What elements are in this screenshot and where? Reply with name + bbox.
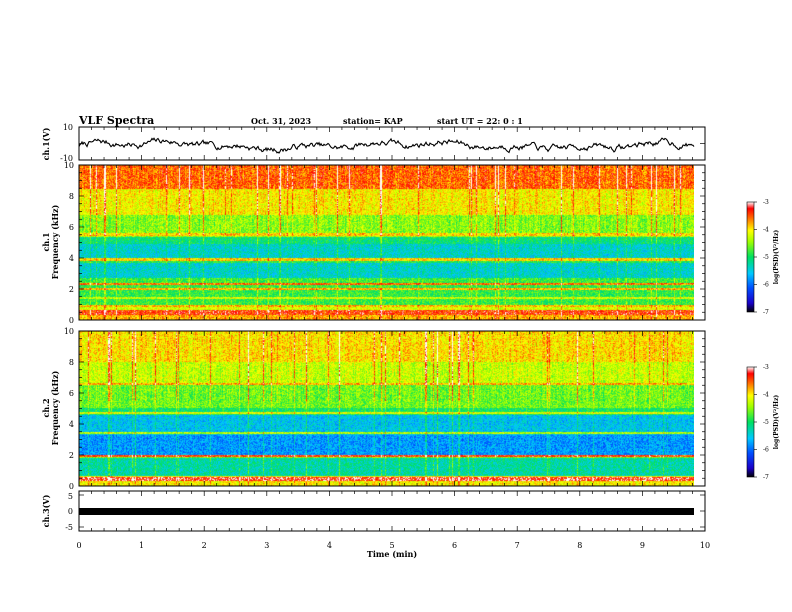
ch1-spectrogram-yticklabels: 0 2 4 6 8 10 bbox=[64, 161, 74, 325]
date-label: Oct. 31, 2023 bbox=[251, 116, 312, 126]
colorbar-tick-label: -4 bbox=[763, 227, 769, 234]
y-tick-label: 6 bbox=[69, 389, 74, 398]
colorbar-tick-label: -7 bbox=[763, 474, 769, 481]
x-tick-label: 3 bbox=[264, 541, 269, 550]
ch1-waveform-ticks bbox=[78, 126, 706, 161]
ch3-signal-band bbox=[79, 508, 694, 515]
colorbar-tick-label: -6 bbox=[763, 282, 769, 289]
ch1-waveform-line bbox=[78, 137, 695, 154]
ch2-colorbar: -3 -4 -5 -6 -7 log(PSD)(V²/Hz) bbox=[746, 364, 780, 481]
ch1-spectrogram-panel: 0 2 4 6 8 10 ch.1 Frequency (kHz) bbox=[41, 161, 706, 325]
colorbar-tick-label: -5 bbox=[763, 419, 769, 426]
ch1-colorbar: -3 -4 -5 -6 -7 log(PSD)(V²/Hz) bbox=[746, 199, 780, 316]
ch3-waveform-panel: 5 0 -5 ch.3(V) bbox=[41, 490, 706, 532]
y-tick-label: 8 bbox=[69, 192, 74, 201]
start-time-label: start UT = 22: 0 : 1 bbox=[437, 116, 523, 126]
ch1-spectrogram-ylabel: Frequency (kHz) bbox=[50, 204, 60, 279]
ch1-waveform-ylabel: ch.1(V) bbox=[41, 127, 51, 160]
x-tick-label: 6 bbox=[452, 541, 457, 550]
ch2-spectrogram-yticklabels: 0 2 4 6 8 10 bbox=[64, 327, 74, 491]
x-tick-label: 5 bbox=[389, 541, 394, 550]
ch3-waveform-ylabel: ch.3(V) bbox=[41, 494, 51, 527]
colorbar-tick-label: -6 bbox=[763, 447, 769, 454]
ch2-spectrogram-panel: 0 2 4 6 8 10 ch.2 Frequency (kHz) bbox=[41, 327, 706, 491]
ch2-spectrogram-image bbox=[79, 331, 694, 486]
figure-title: VLF Spectra bbox=[78, 114, 154, 127]
ch1-spectrogram-ticks bbox=[78, 164, 706, 321]
colorbar-tick-label: -5 bbox=[763, 254, 769, 261]
ch1-waveform-panel: 10 -10 ch.1(V) bbox=[41, 123, 706, 163]
ch3-ytick-top: 5 bbox=[68, 492, 73, 501]
ch2-spectrogram-ticks bbox=[78, 330, 706, 487]
y-tick-label: 0 bbox=[69, 482, 74, 491]
x-tick-label: 10 bbox=[700, 541, 710, 550]
x-tick-label: 7 bbox=[515, 541, 520, 550]
y-tick-label: 10 bbox=[64, 327, 74, 336]
ch1-colorbar-label: log(PSD)(V²/Hz) bbox=[773, 230, 780, 285]
ch2-spectrogram-ylabel: Frequency (kHz) bbox=[50, 370, 60, 445]
x-tick-label: 2 bbox=[202, 541, 207, 550]
ch3-ytick-bottom: -5 bbox=[65, 523, 73, 532]
colorbar-tick-label: -4 bbox=[763, 392, 769, 399]
y-tick-label: 10 bbox=[64, 161, 74, 170]
y-tick-label: 4 bbox=[69, 420, 74, 429]
x-tick-label: 4 bbox=[327, 541, 332, 550]
x-tick-label: 8 bbox=[577, 541, 582, 550]
y-tick-label: 6 bbox=[69, 223, 74, 232]
ch3-waveform-ticks bbox=[78, 491, 706, 531]
x-tick-label: 9 bbox=[640, 541, 645, 550]
x-axis-label: Time (min) bbox=[367, 549, 417, 559]
ch1-spectrogram-channel-label: ch.1 bbox=[41, 232, 51, 251]
x-tick-label: 1 bbox=[139, 541, 144, 550]
colorbar-tick-label: -7 bbox=[763, 309, 769, 316]
ch1-ytick-top: 10 bbox=[63, 123, 73, 132]
y-tick-label: 2 bbox=[69, 451, 74, 460]
y-tick-label: 0 bbox=[69, 316, 74, 325]
ch2-colorbar-label: log(PSD)(V²/Hz) bbox=[773, 395, 780, 450]
colorbar-tick-label: -3 bbox=[763, 199, 769, 206]
y-tick-label: 4 bbox=[69, 254, 74, 263]
x-tick-label: 0 bbox=[76, 541, 81, 550]
ch3-ytick-mid: 0 bbox=[68, 507, 73, 516]
ch1-spectrogram-image bbox=[79, 165, 694, 320]
x-axis-ticklabels: 0 1 2 3 4 5 6 7 8 9 10 bbox=[76, 541, 710, 550]
station-label: station= KAP bbox=[343, 116, 403, 126]
y-tick-label: 8 bbox=[69, 358, 74, 367]
ch1-ytick-bottom: -10 bbox=[60, 154, 73, 163]
y-tick-label: 2 bbox=[69, 285, 74, 294]
colorbar-tick-label: -3 bbox=[763, 364, 769, 371]
ch2-spectrogram-channel-label: ch.2 bbox=[41, 398, 51, 417]
